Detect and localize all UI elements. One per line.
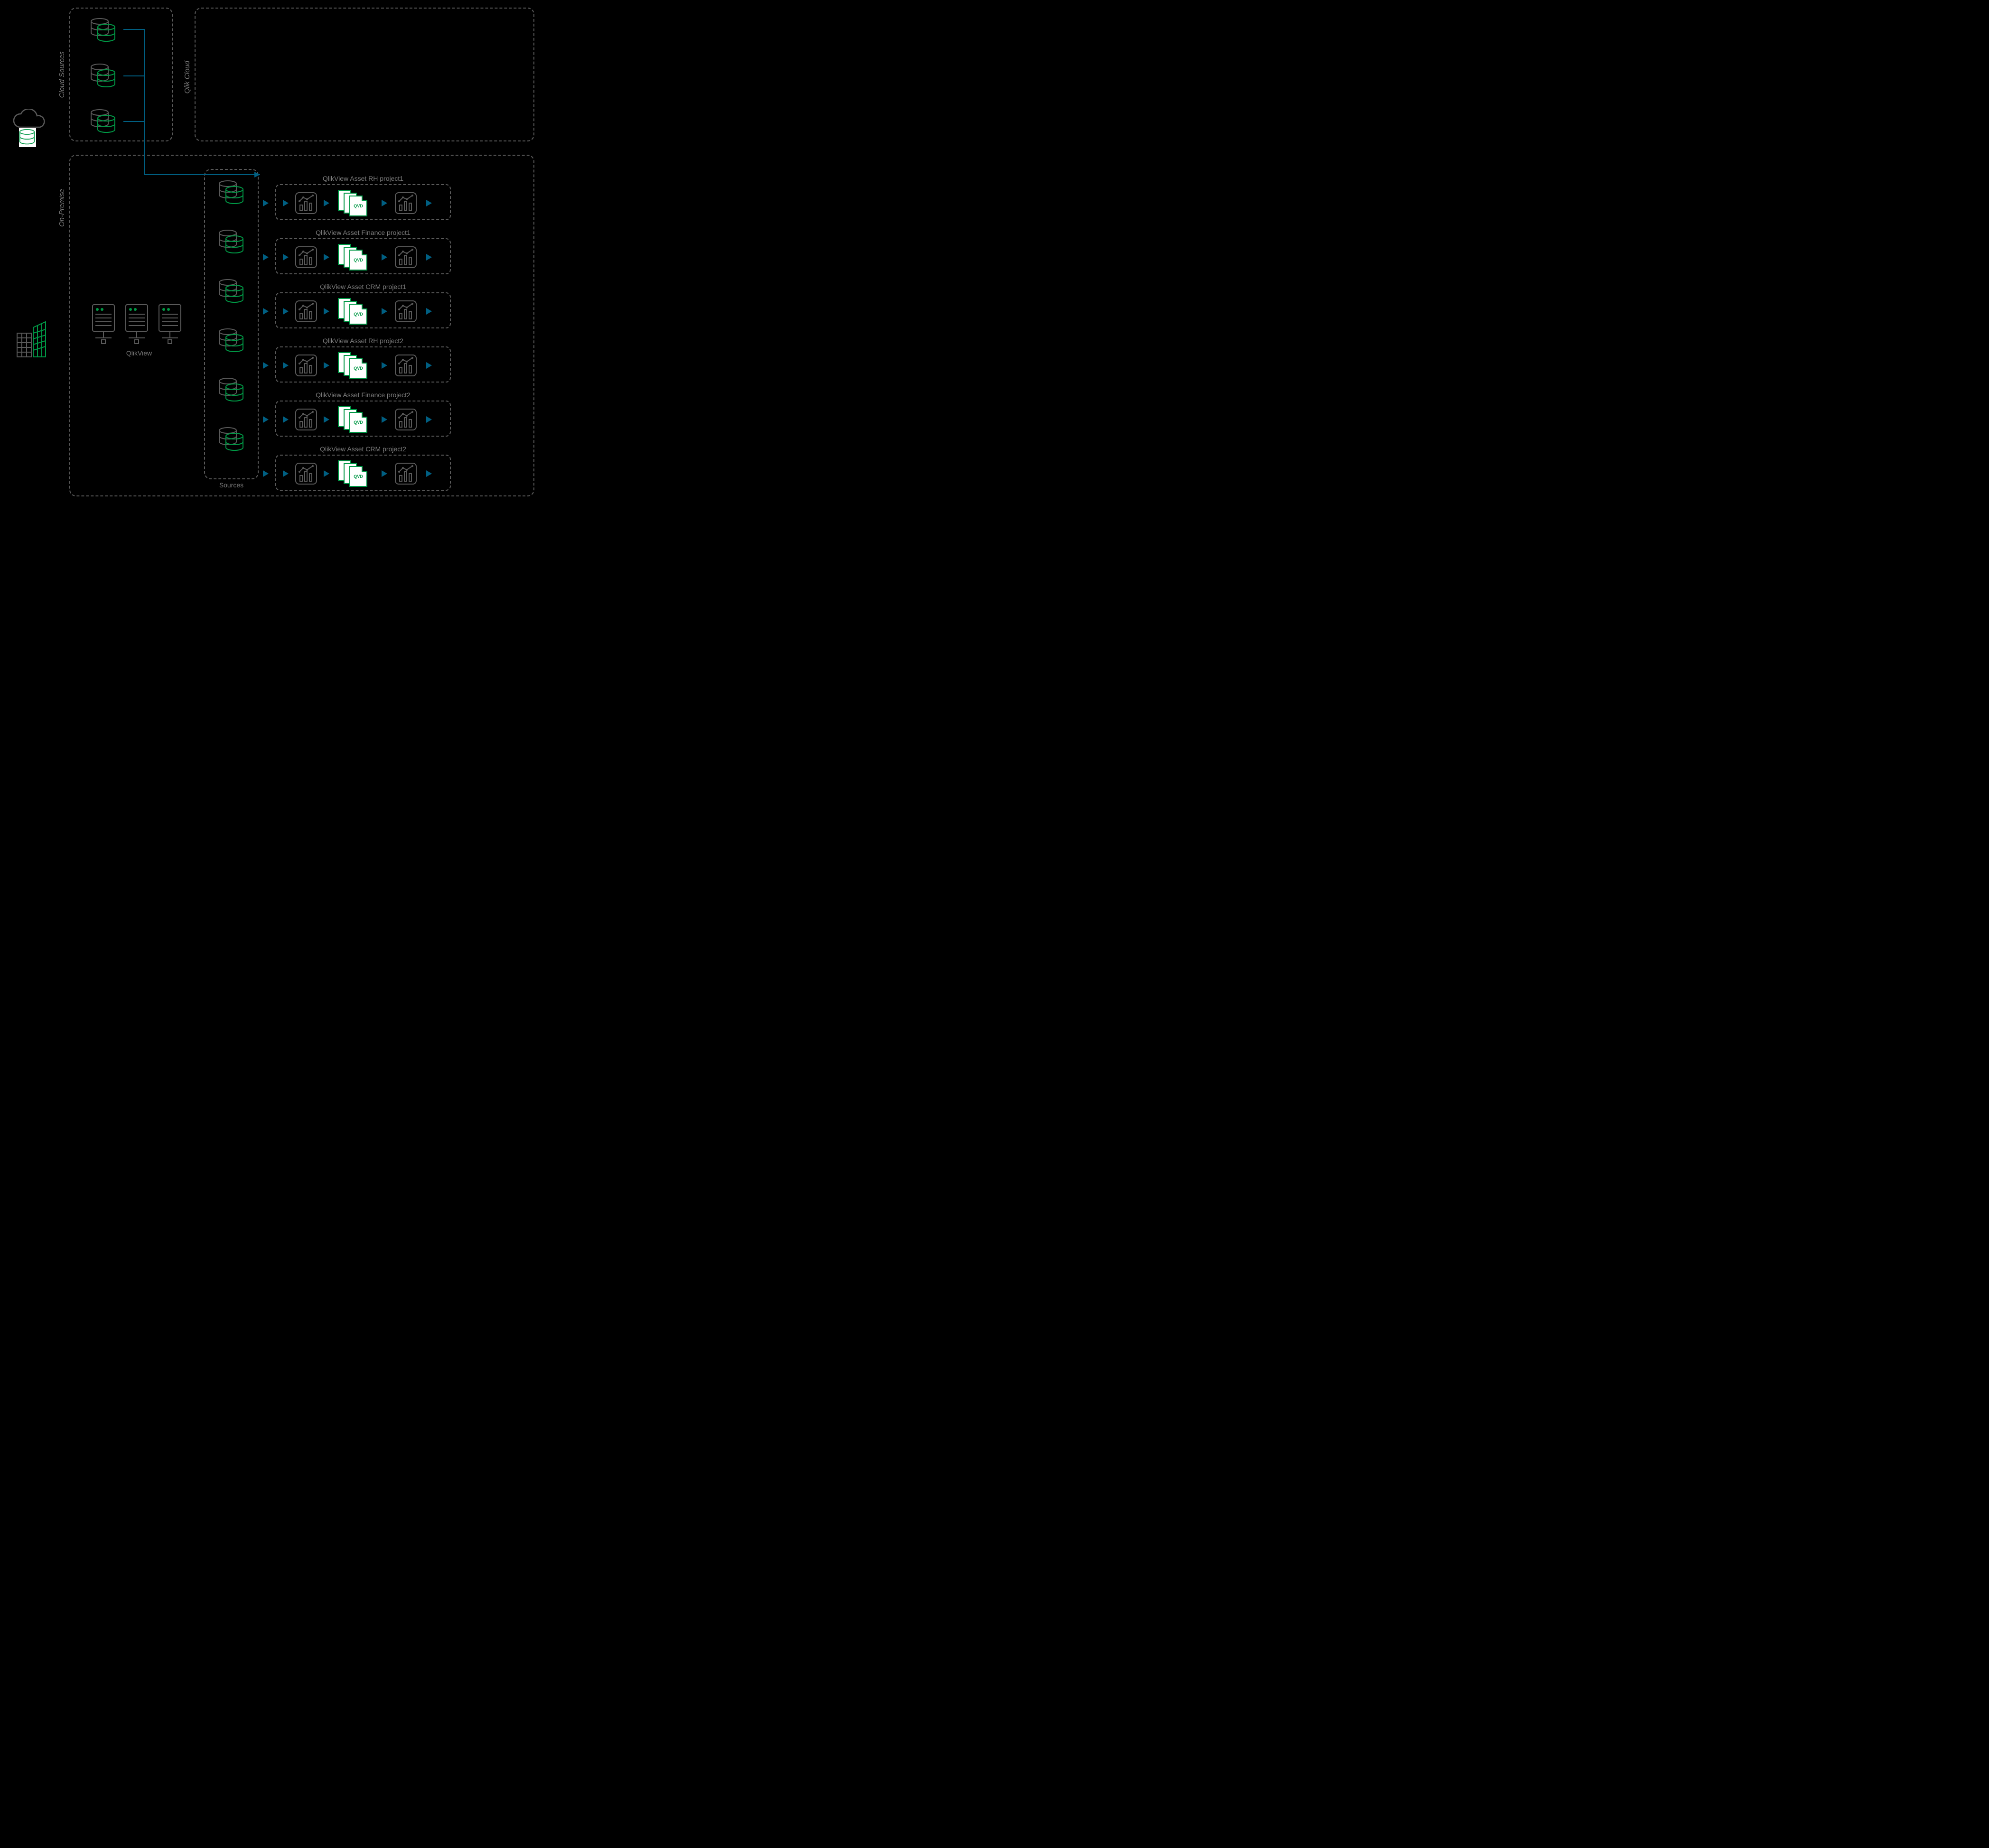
arrow-icon xyxy=(263,254,269,261)
arrow-icon xyxy=(382,470,387,477)
arrow-icon xyxy=(382,416,387,423)
asset-box: QlikView Asset Finance project2QVQVQVD xyxy=(275,401,451,437)
asset-box: QlikView Asset CRM project2QVQVQVD xyxy=(275,455,451,491)
arrow-icon xyxy=(426,200,432,206)
asset-title: QlikView Asset Finance project2 xyxy=(276,391,450,399)
qvd-files-icon: QVQVQVD xyxy=(338,352,371,380)
arrow-icon xyxy=(263,416,269,423)
asset-title: QlikView Asset CRM project2 xyxy=(276,445,450,453)
arrow-icon xyxy=(283,362,289,369)
cloud-sources-label: Cloud Sources xyxy=(58,51,66,98)
asset-box: QlikView Asset CRM project1QVQVQVD xyxy=(275,292,451,328)
qvd-files-icon: QVQVQVD xyxy=(338,190,371,217)
qlik-cloud-region: Qlik Cloud xyxy=(195,8,534,141)
arrow-icon xyxy=(382,362,387,369)
arrow-icon xyxy=(283,254,289,261)
buildings-icon xyxy=(16,321,49,359)
asset-title: QlikView Asset RH project1 xyxy=(276,175,450,182)
chart-app-icon xyxy=(395,300,417,322)
asset-title: QlikView Asset Finance project1 xyxy=(276,229,450,236)
arrow-icon xyxy=(324,308,329,315)
chart-app-icon xyxy=(395,355,417,376)
asset-box: QlikView Asset RH project2QVQVQVD xyxy=(275,346,451,383)
arrow-icon xyxy=(263,200,269,206)
asset-box: QlikView Asset Finance project1QVQVQVD xyxy=(275,238,451,274)
qlik-cloud-label: Qlik Cloud xyxy=(183,61,191,93)
qvd-files-icon: QVQVQVD xyxy=(338,298,371,326)
server-icon xyxy=(125,304,151,346)
chart-app-icon xyxy=(295,463,317,485)
chart-app-icon xyxy=(295,300,317,322)
arrow-icon xyxy=(283,470,289,477)
database-icon xyxy=(90,18,119,44)
arrow-icon xyxy=(324,254,329,261)
arrow-icon xyxy=(382,308,387,315)
cloud-sources-region: Cloud Sources xyxy=(69,8,173,141)
arrow-icon xyxy=(263,362,269,369)
database-icon xyxy=(218,180,247,206)
arrow-icon xyxy=(324,416,329,423)
chart-app-icon xyxy=(295,409,317,430)
server-icon xyxy=(92,304,118,346)
arrow-icon xyxy=(283,308,289,315)
chart-app-icon xyxy=(395,409,417,430)
arrow-icon xyxy=(382,200,387,206)
qvd-files-icon: QVQVQVD xyxy=(338,460,371,488)
chart-app-icon xyxy=(395,246,417,268)
arrow-icon xyxy=(324,200,329,206)
database-icon xyxy=(90,64,119,89)
arrow-icon xyxy=(426,470,432,477)
server-icon xyxy=(158,304,185,346)
arrow-icon xyxy=(382,254,387,261)
qlikview-label: QlikView xyxy=(92,349,187,357)
arrow-icon xyxy=(263,308,269,315)
asset-title: QlikView Asset RH project2 xyxy=(276,337,450,345)
arrow-icon xyxy=(324,470,329,477)
database-icon xyxy=(218,230,247,255)
asset-box: QlikView Asset RH project1QVQVQVD xyxy=(275,184,451,220)
database-icon xyxy=(218,378,247,403)
chart-app-icon xyxy=(395,463,417,485)
chart-app-icon xyxy=(295,355,317,376)
asset-title: QlikView Asset CRM project1 xyxy=(276,283,450,290)
cloud-db-icon xyxy=(10,109,48,152)
chart-app-icon xyxy=(295,246,317,268)
arrow-icon xyxy=(426,416,432,423)
database-icon xyxy=(90,109,119,135)
arrow-icon xyxy=(426,308,432,315)
arrow-icon xyxy=(283,416,289,423)
arrow-icon xyxy=(283,200,289,206)
arrow-icon xyxy=(324,362,329,369)
arrow-icon xyxy=(263,470,269,477)
on-premise-label: On-Premise xyxy=(58,189,66,227)
sources-label: Sources xyxy=(205,481,258,489)
qvd-files-icon: QVQVQVD xyxy=(338,244,371,271)
arrow-icon xyxy=(426,362,432,369)
chart-app-icon xyxy=(295,192,317,214)
qvd-files-icon: QVQVQVD xyxy=(338,406,371,434)
database-icon xyxy=(218,279,247,305)
database-icon xyxy=(218,427,247,453)
arrow-icon xyxy=(426,254,432,261)
chart-app-icon xyxy=(395,192,417,214)
database-icon xyxy=(218,328,247,354)
